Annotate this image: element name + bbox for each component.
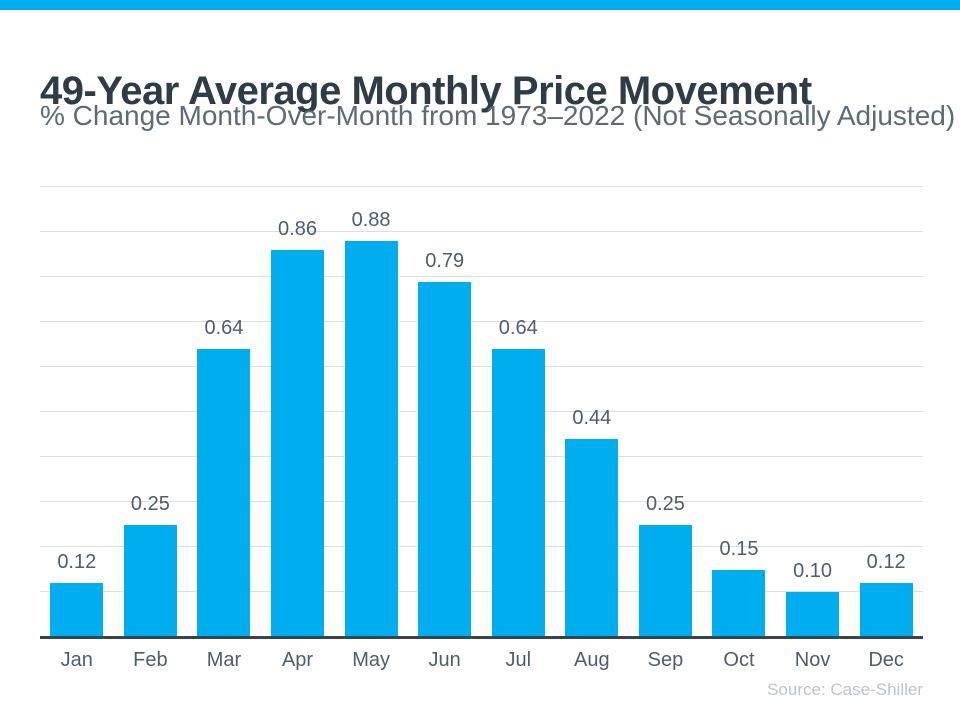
bar-cell-jun: 0.79 <box>408 187 482 637</box>
bar-value-label: 0.25 <box>130 492 170 515</box>
page-subtitle: % Change Month-Over-Month from 1973–2022… <box>40 100 956 131</box>
source-credit: Source: Case-Shiller <box>767 680 923 699</box>
gridline <box>40 501 923 502</box>
gridline <box>40 546 923 547</box>
gridline <box>40 186 923 187</box>
x-tick-jan: Jan <box>60 649 93 671</box>
bar-cell-jul: 0.64 <box>481 187 555 637</box>
x-tick-aug: Aug <box>574 649 610 671</box>
gridline <box>40 366 923 367</box>
gridline <box>40 411 923 412</box>
bar-dec <box>859 583 913 637</box>
bar-cell-mar: 0.64 <box>187 187 261 637</box>
x-tick-may: May <box>352 649 390 671</box>
bar-value-label: 0.12 <box>57 551 97 573</box>
bar-cell-may: 0.88 <box>334 187 408 637</box>
gridline <box>40 591 923 592</box>
bar-feb <box>123 524 177 637</box>
bar-sep <box>638 524 692 637</box>
bar-series: 0.12 0.25 0.64 0.86 0.88 0.79 0.64 0.44 0.25 0.15… <box>40 187 923 637</box>
x-tick-sep: Sep <box>647 649 684 671</box>
gridline <box>40 276 923 277</box>
bar-jun <box>418 281 472 637</box>
bar-value-label: 0.79 <box>425 249 465 272</box>
bar-value-label: 0.44 <box>572 407 612 429</box>
x-tick-jun: Jun <box>428 649 461 671</box>
bar-oct <box>712 569 766 637</box>
bar-cell-nov: 0.10 <box>776 187 850 637</box>
bar-value-label: 0.88 <box>351 209 391 231</box>
bar-cell-aug: 0.44 <box>555 187 629 637</box>
bar-value-label: 0.64 <box>204 317 244 339</box>
x-axis-labels: Jan Feb Mar Apr May Jun Jul Aug Sep Oct Nov Dec <box>40 649 923 672</box>
bar-may <box>344 241 398 637</box>
bar-mar <box>197 349 251 637</box>
bar-cell-jan: 0.12 <box>40 187 114 637</box>
bar-cell-oct: 0.15 <box>702 187 776 637</box>
bar-cell-dec: 0.12 <box>849 187 923 637</box>
bar-value-label: 0.10 <box>793 560 833 582</box>
x-tick-nov: Nov <box>794 649 831 671</box>
bar-value-label: 0.12 <box>866 551 906 573</box>
gridline <box>40 231 923 232</box>
accent-bar <box>0 0 960 10</box>
x-tick-apr: Apr <box>281 649 314 671</box>
bar-apr <box>271 250 325 637</box>
bar-value-label: 0.15 <box>719 537 759 560</box>
bar-cell-feb: 0.25 <box>114 187 188 637</box>
x-tick-jul: Jul <box>505 649 532 671</box>
x-tick-oct: Oct <box>723 649 755 671</box>
plot-area: 0.12 0.25 0.64 0.86 0.88 0.79 0.64 0.44 0.25 0.15… <box>40 186 923 639</box>
gridline <box>40 456 923 457</box>
bar-cell-sep: 0.25 <box>629 187 703 637</box>
bar-jul <box>491 349 545 637</box>
gridline <box>40 321 923 322</box>
bar-value-label: 0.25 <box>645 492 685 515</box>
x-tick-mar: Mar <box>206 649 242 671</box>
x-axis-line <box>40 636 923 639</box>
bar-jan <box>50 583 104 637</box>
bar-value-label: 0.64 <box>498 317 538 339</box>
bar-nov <box>786 592 840 637</box>
bar-cell-apr: 0.86 <box>261 187 335 637</box>
bar-aug <box>565 439 619 637</box>
x-tick-feb: Feb <box>133 649 168 671</box>
bar-value-label: 0.86 <box>278 218 317 240</box>
x-tick-dec: Dec <box>868 649 904 671</box>
page-title: 49-Year Average Monthly Price Movement <box>40 68 812 113</box>
